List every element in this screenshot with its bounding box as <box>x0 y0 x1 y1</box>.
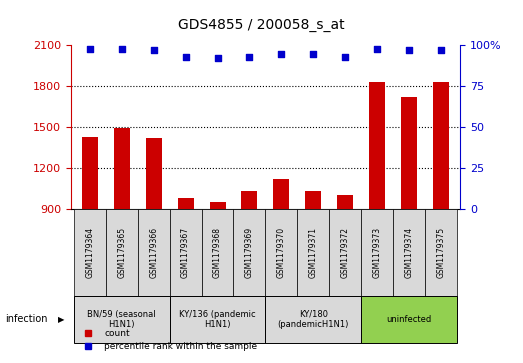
Bar <box>369 82 385 209</box>
Point <box>245 54 254 60</box>
Bar <box>146 138 162 209</box>
Point <box>373 46 381 52</box>
Text: GSM1179367: GSM1179367 <box>181 227 190 278</box>
Text: KY/136 (pandemic
H1N1): KY/136 (pandemic H1N1) <box>179 310 256 329</box>
Text: GSM1179370: GSM1179370 <box>277 227 286 278</box>
Text: uninfected: uninfected <box>386 315 432 324</box>
Point <box>277 51 286 57</box>
Bar <box>305 191 321 209</box>
Point <box>309 51 317 57</box>
Point <box>86 46 94 52</box>
Text: GSM1179368: GSM1179368 <box>213 227 222 278</box>
Text: ▶: ▶ <box>59 315 65 324</box>
Text: GSM1179366: GSM1179366 <box>149 227 158 278</box>
Text: GSM1179372: GSM1179372 <box>341 227 350 278</box>
Point <box>341 54 349 60</box>
Text: KY/180
(pandemicH1N1): KY/180 (pandemicH1N1) <box>278 310 349 329</box>
Bar <box>210 202 225 209</box>
Point <box>405 47 413 53</box>
Text: infection: infection <box>5 314 48 325</box>
Bar <box>178 198 194 209</box>
Text: GDS4855 / 200058_s_at: GDS4855 / 200058_s_at <box>178 18 345 32</box>
Bar <box>337 195 353 209</box>
Text: GSM1179369: GSM1179369 <box>245 227 254 278</box>
Point <box>150 47 158 53</box>
Bar <box>401 97 417 209</box>
Text: GSM1179374: GSM1179374 <box>405 227 414 278</box>
Bar <box>433 82 449 209</box>
Point <box>181 54 190 60</box>
Text: GSM1179373: GSM1179373 <box>373 227 382 278</box>
Point <box>437 47 445 53</box>
Legend: count, percentile rank within the sample: count, percentile rank within the sample <box>75 325 261 355</box>
Bar <box>274 179 289 209</box>
Point <box>213 56 222 61</box>
Bar <box>113 129 130 209</box>
Text: GSM1179365: GSM1179365 <box>117 227 126 278</box>
Text: GSM1179371: GSM1179371 <box>309 227 318 278</box>
Text: GSM1179375: GSM1179375 <box>437 227 446 278</box>
Bar <box>242 191 257 209</box>
Text: BN/59 (seasonal
H1N1): BN/59 (seasonal H1N1) <box>87 310 156 329</box>
Text: GSM1179364: GSM1179364 <box>85 227 94 278</box>
Point <box>118 46 126 52</box>
Bar <box>82 136 98 209</box>
